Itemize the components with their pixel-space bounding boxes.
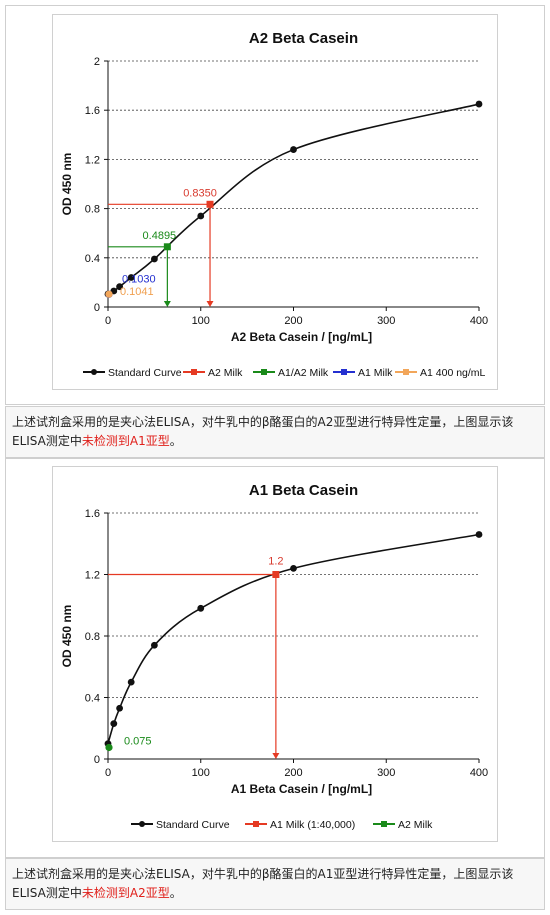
legend-swatch-marker: [381, 821, 387, 827]
y-axis-label: OD 450 nm: [60, 153, 74, 216]
standard-curve-point: [475, 531, 483, 538]
y-tick-label: 1.2: [85, 154, 100, 166]
caption-a2-highlight: 未检测到A1亚型: [81, 434, 170, 448]
sample-point: [163, 243, 171, 251]
x-tick-label: 300: [377, 315, 395, 327]
standard-curve-point: [475, 100, 483, 108]
chart-title: A1 Beta Casein: [249, 482, 358, 499]
sample-value-label: 1.2: [268, 556, 283, 568]
legend-swatch-marker: [403, 369, 409, 375]
sample-value-label: 0.075: [124, 735, 152, 747]
y-tick-label: 0.8: [85, 204, 100, 216]
caption-a2: 上述试剂盒采用的是夹心法ELISA，对牛乳中的β酪蛋白的A2亚型进行特异性定量，…: [5, 406, 545, 458]
sample-point: [105, 743, 113, 752]
y-tick-label: 0.8: [85, 631, 100, 643]
x-tick-label: 400: [470, 767, 488, 779]
caption-a1: 上述试剂盒采用的是夹心法ELISA，对牛乳中的β酪蛋白的A1亚型进行特异性定量，…: [5, 858, 545, 910]
legend-swatch-marker: [91, 369, 97, 375]
caption-a2-tail: 。: [169, 434, 182, 448]
x-tick-label: 200: [284, 315, 302, 327]
legend-swatch-marker: [191, 369, 197, 375]
x-tick-label: 0: [105, 767, 111, 779]
chart-a1-frame: A1 Beta Casein 0 0.4 0.8 1.2 1.6 0 100 200 300 400…: [52, 466, 498, 842]
y-tick-label: 0: [94, 302, 100, 314]
standard-curve-point: [150, 641, 158, 649]
legend-label: Standard Curve: [156, 819, 230, 831]
caption-a1-text: 上述试剂盒采用的是夹心法ELISA，对牛乳中的β酪蛋白的A1亚型进行特异性定量，…: [12, 867, 514, 900]
chart-a1-svg: A1 Beta Casein 0 0.4 0.8 1.2 1.6 0 100 200 300 400…: [60, 482, 488, 831]
y-tick-label: 1.2: [85, 570, 100, 582]
standard-curve-point: [127, 678, 135, 686]
y-tick-label: 0.4: [85, 253, 100, 265]
sample-value-label: 0.1041: [120, 286, 154, 298]
chart-title: A2 Beta Casein: [249, 30, 358, 47]
sample-value-label: 0.1030: [122, 273, 156, 285]
x-tick-label: 100: [192, 767, 210, 779]
legend-label: Standard Curve: [108, 367, 182, 379]
legend-swatch-marker: [139, 821, 145, 827]
legend-label: A1 Milk (1:40,000): [270, 819, 355, 831]
y-tick-label: 1.6: [85, 508, 100, 520]
x-tick-label: 0: [105, 315, 111, 327]
legend-label: A2 Milk: [208, 367, 243, 379]
chart-a2-frame: A2 Beta Casein 0 0.4 0.8 1.2 1.6 2 0 100 200 300 40…: [52, 14, 498, 390]
legend-label: A1 Milk: [358, 367, 393, 379]
standard-curve-point: [150, 255, 158, 263]
caption-a1-highlight: 未检测到A2亚型: [81, 886, 170, 900]
y-tick-label: 2: [94, 56, 100, 68]
chart-a2-svg: A2 Beta Casein 0 0.4 0.8 1.2 1.6 2 0 100 200 300 40…: [60, 30, 488, 379]
sample-point: [105, 290, 113, 298]
sample-value-label: 0.8350: [183, 187, 217, 199]
sample-value-label: 0.4895: [143, 230, 177, 242]
x-tick-label: 400: [470, 315, 488, 327]
standard-curve-point: [110, 720, 118, 728]
x-axis-label: A2 Beta Casein / [ng/mL]: [231, 330, 372, 344]
legend-label: A1/A2 Milk: [278, 367, 329, 379]
caption-a1-tail: 。: [169, 886, 182, 900]
standard-curve-point: [290, 564, 297, 572]
x-axis-label: A1 Beta Casein / [ng/mL]: [231, 782, 372, 796]
y-tick-label: 1.6: [85, 105, 100, 117]
sample-arrowhead: [163, 301, 171, 307]
standard-curve-point: [127, 274, 135, 281]
legend-swatch-marker: [261, 369, 267, 375]
legend-swatch-marker: [253, 821, 259, 827]
standard-curve-point: [197, 604, 205, 612]
sample-arrowhead: [272, 753, 280, 759]
x-tick-label: 100: [192, 315, 210, 327]
standard-curve-point: [290, 146, 297, 153]
sample-point: [206, 200, 214, 208]
x-tick-label: 300: [377, 767, 395, 779]
sample-point: [272, 571, 280, 578]
y-tick-label: 0.4: [85, 693, 100, 705]
y-tick-label: 0: [94, 754, 100, 766]
legend-label: A1 400 ng/mL: [420, 367, 486, 379]
x-tick-label: 200: [284, 767, 302, 779]
sample-arrowhead: [206, 301, 214, 307]
caption-a2-text: 上述试剂盒采用的是夹心法ELISA，对牛乳中的β酪蛋白的A2亚型进行特异性定量，…: [12, 415, 514, 448]
standard-curve-point: [116, 704, 123, 712]
y-axis-label: OD 450 nm: [60, 605, 74, 668]
legend-swatch-marker: [341, 369, 347, 375]
standard-curve-point: [116, 283, 123, 291]
standard-curve-line: [107, 103, 480, 295]
standard-curve-point: [197, 212, 205, 220]
legend-label: A2 Milk: [398, 819, 433, 831]
